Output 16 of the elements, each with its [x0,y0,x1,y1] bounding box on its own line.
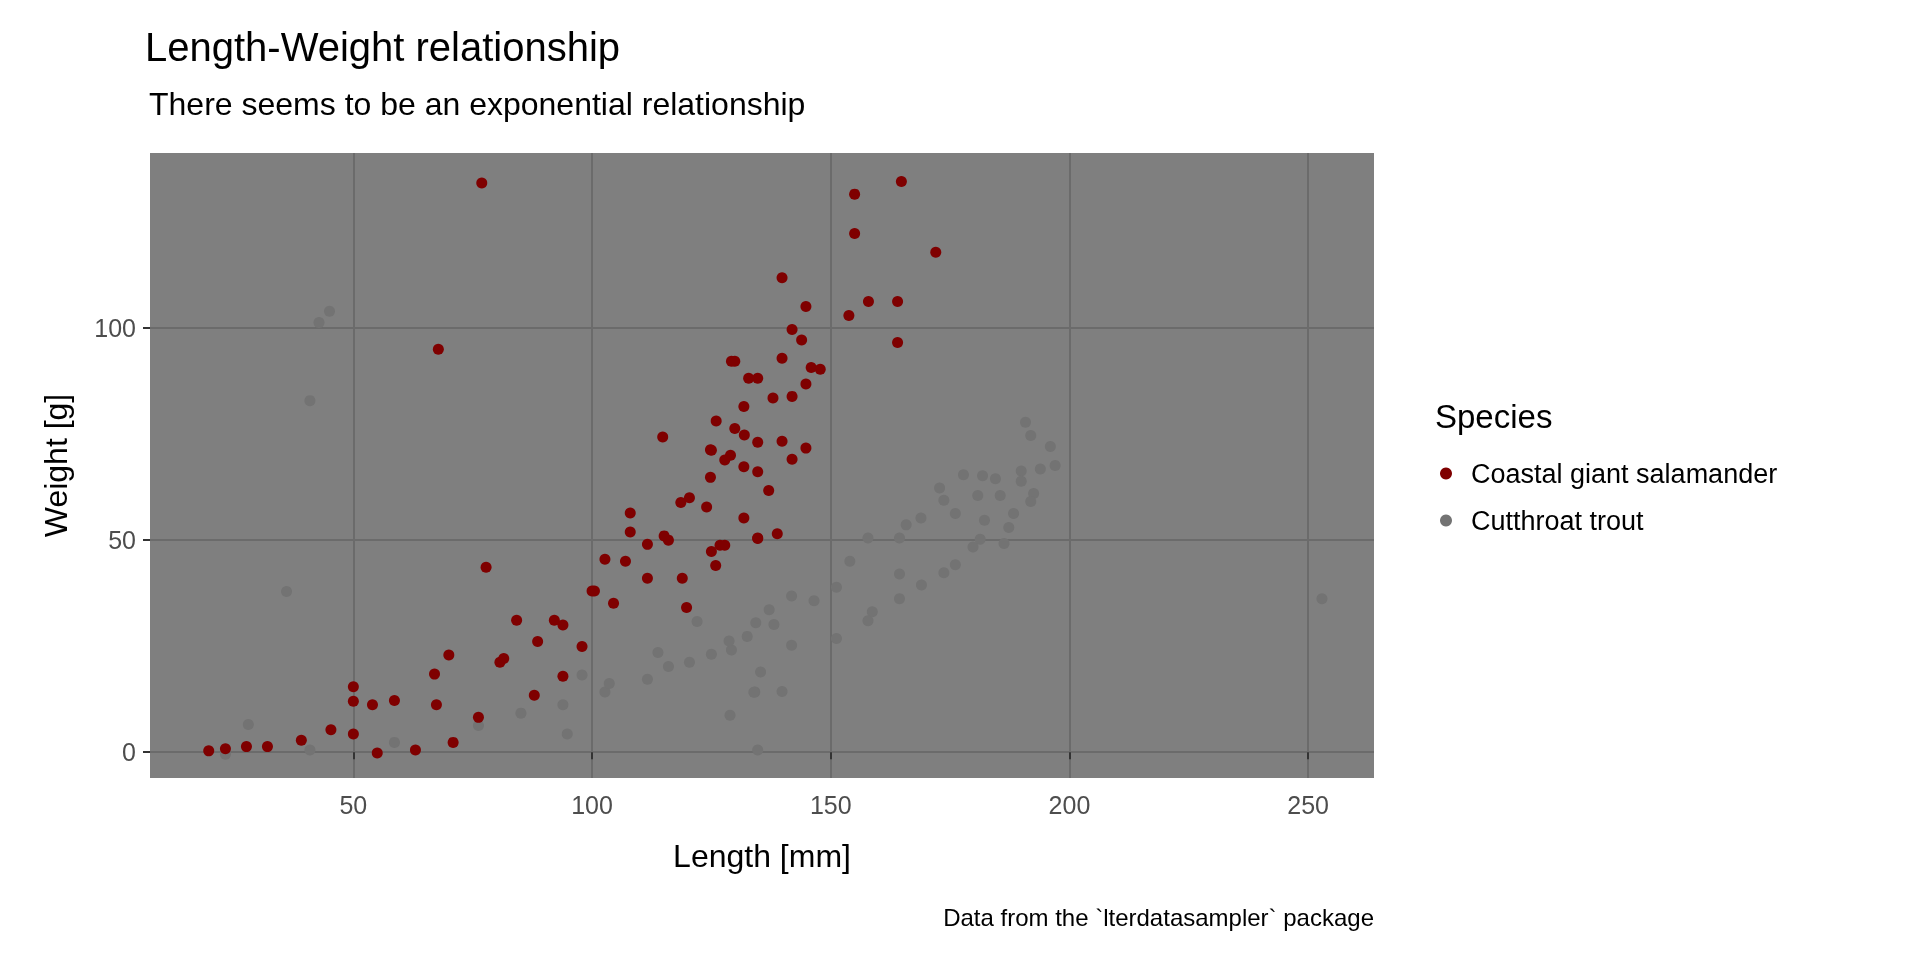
x-tick-label: 150 [809,790,852,819]
legend-label: Cutthroat trout [1471,505,1645,536]
legend-label: Coastal giant salamander [1471,458,1778,489]
y-tick-label: 0 [122,738,136,767]
x-tick-label: 50 [339,790,368,819]
x-axis-title: Length [mm] [673,838,851,874]
chart-subtitle: There seems to be an exponential relationship [149,86,806,122]
text: Data from the `lterdatasampler` package [943,903,1374,931]
x-tick-label: 200 [1048,790,1091,819]
y-tick-label: 100 [94,314,136,343]
legend-title: Species [1435,398,1553,435]
y-axis-title: Weight [g] [38,393,74,538]
x-tick-label: 100 [571,790,613,819]
y-tick-label: 50 [108,526,136,555]
x-tick-label: 250 [1287,790,1329,819]
chart-title: Length-Weight relationship [145,25,621,69]
